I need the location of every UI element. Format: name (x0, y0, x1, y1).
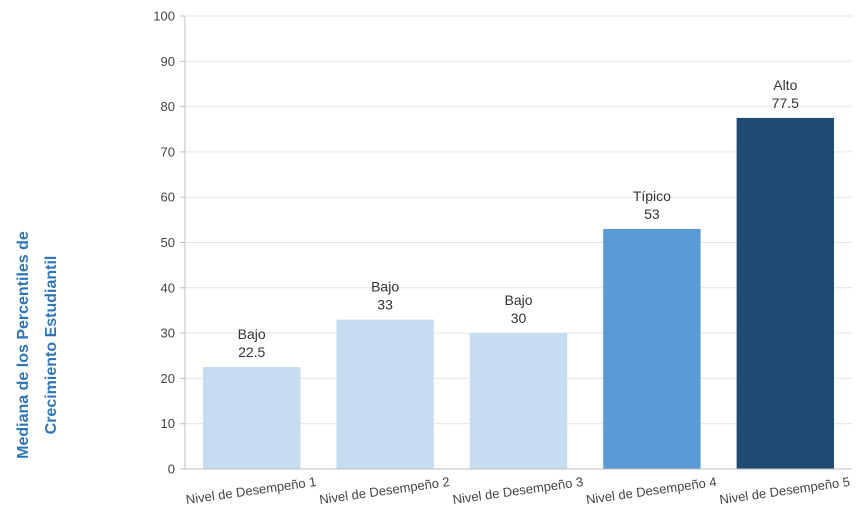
x-tick-label: Nivel de Desempeño 4 (585, 474, 717, 507)
x-tick-label: Nivel de Desempeño 2 (318, 474, 450, 507)
bar-value-label: 30 (511, 310, 527, 326)
bar (469, 333, 568, 469)
bar-value-label: 53 (644, 206, 660, 222)
y-tick-label: 40 (161, 280, 175, 295)
bars: Bajo 22.5 Bajo 33 Bajo 30 Típico 53 Alto 77.5 (203, 77, 834, 470)
bar-category-label: Alto (773, 77, 797, 93)
y-axis: 0 10 20 30 40 50 60 70 80 90 100 (153, 9, 186, 477)
bar (603, 228, 701, 469)
y-tick-label: 70 (161, 144, 175, 159)
bar (736, 117, 834, 470)
x-tick-label: Nivel de Desempeño 5 (719, 474, 851, 507)
bar-category-label: Bajo (504, 292, 532, 308)
bar-value-label: 77.5 (772, 95, 799, 111)
y-tick-label: 50 (161, 235, 175, 250)
y-tick-label: 20 (161, 371, 175, 386)
bar-value-label: 33 (377, 297, 393, 313)
bar (203, 367, 301, 469)
y-tick-label: 90 (161, 54, 175, 69)
y-axis-title-line-1: Mediana de los Percentiles de (15, 231, 32, 459)
bar-category-label: Bajo (238, 326, 266, 342)
y-axis-title-line-2: Crecimiento Estudiantil (43, 256, 60, 435)
bar-category-label: Bajo (371, 279, 399, 295)
y-tick-label: 30 (161, 326, 175, 341)
y-tick-label: 80 (161, 99, 175, 114)
bar-category-label: Típico (633, 188, 671, 204)
y-tick-label: 60 (161, 190, 175, 205)
y-tick-label: 10 (161, 416, 175, 431)
y-tick-label: 0 (168, 462, 175, 477)
x-axis: Nivel de Desempeño 1 Nivel de Desempeño 2… (185, 468, 852, 507)
x-tick-label: Nivel de Desempeño 3 (452, 474, 584, 507)
bar-value-label: 22.5 (238, 344, 265, 360)
y-tick-label: 100 (153, 9, 175, 24)
x-tick-label: Nivel de Desempeño 1 (185, 474, 317, 507)
bar (336, 319, 434, 469)
